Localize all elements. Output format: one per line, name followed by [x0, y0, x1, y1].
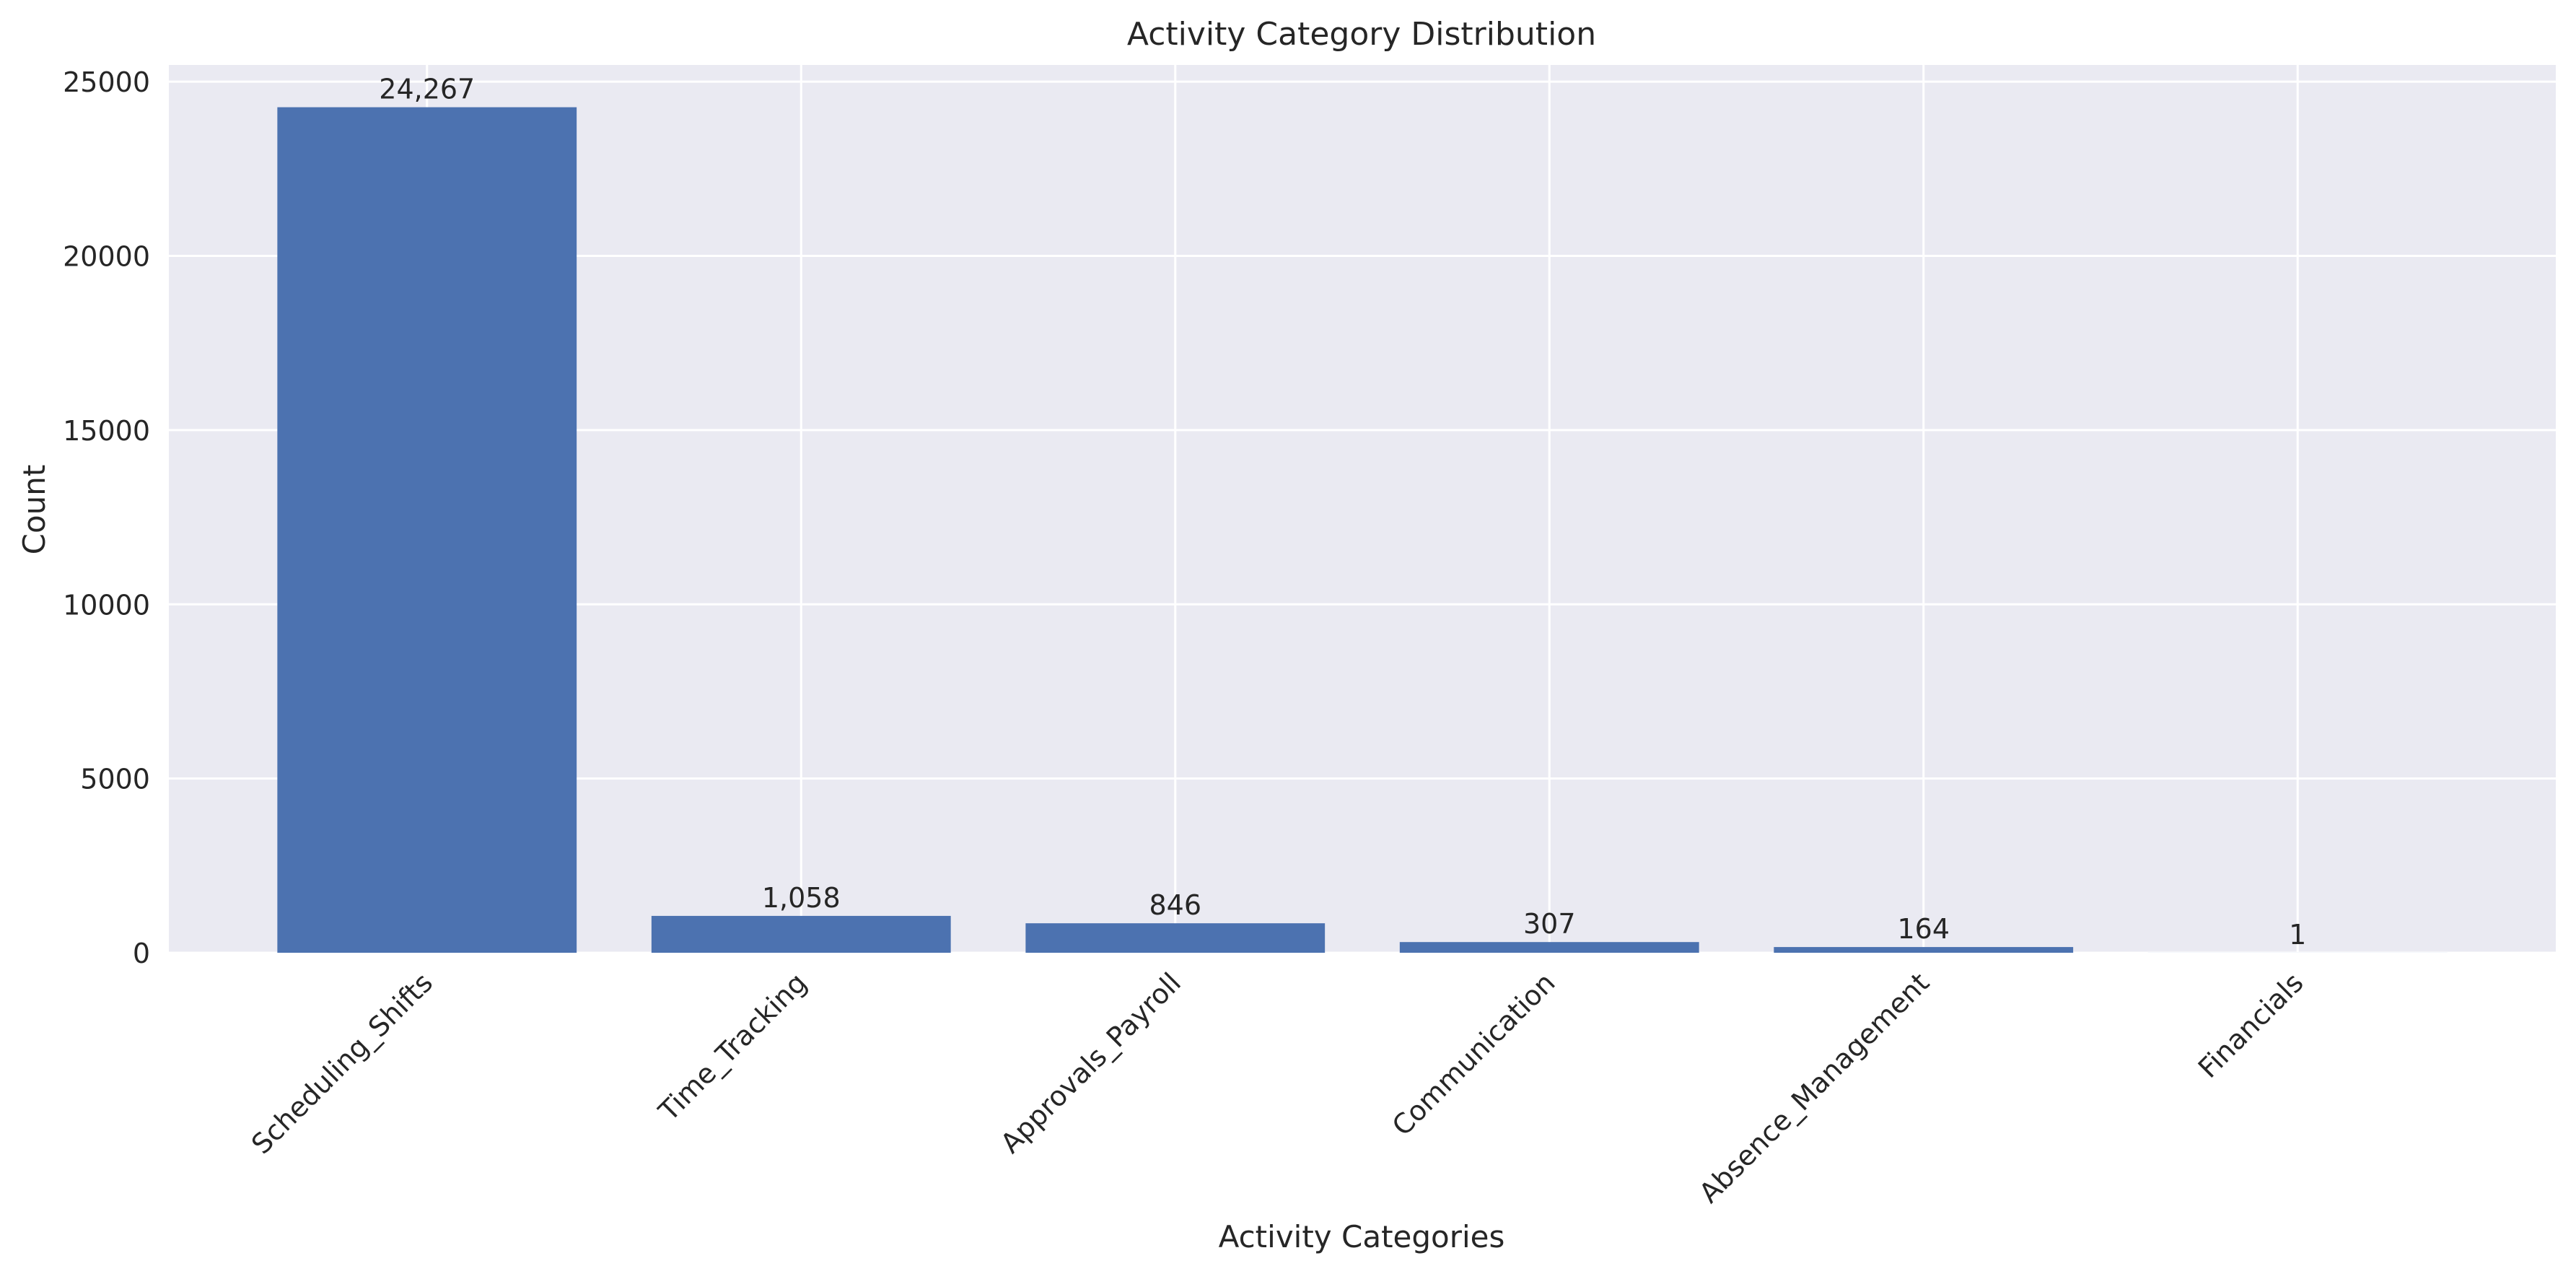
x-axis-label: Activity Categories: [1219, 1219, 1505, 1254]
y-tick-label: 5000: [80, 764, 150, 795]
x-tick-label: Approvals_Payroll: [994, 966, 1187, 1159]
bar-value-label: 24,267: [379, 74, 475, 105]
bar-value-label: 1: [2289, 919, 2306, 951]
x-tick-label: Scheduling_Shifts: [245, 966, 439, 1160]
x-tick-label: Absence_Management: [1693, 966, 1935, 1209]
y-tick-label: 25000: [63, 66, 150, 98]
chart-title: Activity Category Distribution: [1127, 16, 1596, 53]
bar-value-label: 307: [1523, 908, 1576, 940]
bar: [1774, 947, 2073, 953]
x-axis-ticks: Scheduling_Shifts Time_Tracking Approvals_…: [245, 966, 2310, 1209]
x-tick-label: Financials: [2192, 966, 2310, 1084]
bar: [277, 108, 577, 953]
x-tick-label: Communication: [1386, 966, 1561, 1142]
y-tick-label: 10000: [63, 589, 150, 621]
bar-value-label: 164: [1897, 913, 1950, 945]
y-axis-ticks: 0 5000 10000 15000 20000 25000: [63, 66, 150, 969]
bar: [1400, 942, 1699, 953]
bar-value-label: 846: [1149, 889, 1201, 921]
y-tick-label: 0: [133, 938, 150, 969]
y-axis-label: Count: [17, 465, 52, 555]
x-tick-label: Time_Tracking: [652, 966, 813, 1127]
y-tick-label: 20000: [63, 241, 150, 273]
bar: [1025, 923, 1325, 953]
bar-value-label: 1,058: [762, 882, 841, 914]
bar: [652, 916, 951, 953]
y-tick-label: 15000: [63, 415, 150, 447]
